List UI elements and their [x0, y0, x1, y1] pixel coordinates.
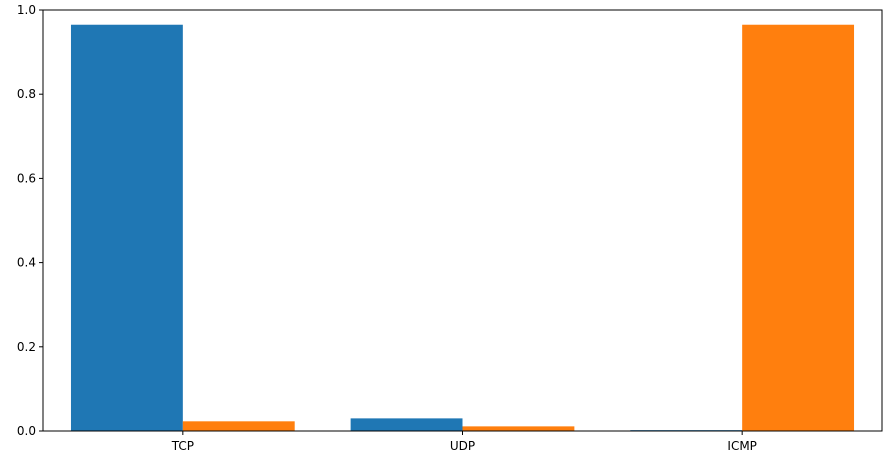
- bar-udp-series-1: [350, 418, 463, 431]
- y-tick-label: 0.0: [17, 424, 36, 438]
- y-tick-label: 0.2: [17, 340, 36, 354]
- bar-tcp-series-2: [182, 421, 295, 431]
- y-tick-label: 0.6: [17, 171, 36, 185]
- y-tick-label: 0.4: [17, 256, 36, 270]
- x-axis-ticks: TCP UDP ICMP: [171, 431, 757, 453]
- y-tick-label: 0.8: [17, 87, 36, 101]
- x-tick-label-tcp: TCP: [171, 439, 194, 453]
- bar-udp-series-2: [462, 426, 575, 431]
- bars-group: [70, 24, 855, 432]
- bar-tcp-series-1: [70, 24, 183, 432]
- y-axis-ticks: 0.0 0.2 0.4 0.6 0.8 1.0: [17, 3, 43, 438]
- bar-icmp-series-2: [742, 24, 855, 432]
- x-tick-label-icmp: ICMP: [727, 439, 757, 453]
- x-tick-label-udp: UDP: [450, 439, 475, 453]
- y-tick-label: 1.0: [17, 3, 36, 17]
- plot-frame: [42, 9, 883, 432]
